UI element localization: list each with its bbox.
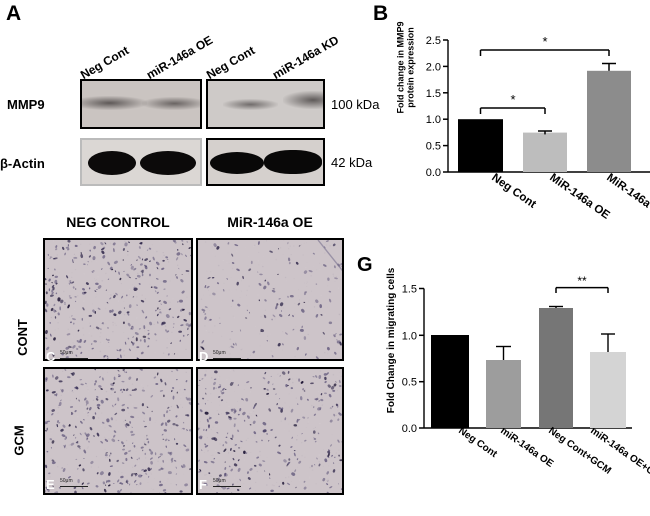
svg-text:**: ** xyxy=(577,274,587,288)
svg-text:Neg Cont: Neg Cont xyxy=(456,425,499,460)
svg-text:Neg Cont: Neg Cont xyxy=(489,172,538,211)
svg-text:1.0: 1.0 xyxy=(402,330,417,342)
svg-text:0.0: 0.0 xyxy=(402,423,417,435)
svg-text:1.5: 1.5 xyxy=(402,284,417,296)
svg-text:2.0: 2.0 xyxy=(426,61,441,73)
svg-text:MiR-146a OE: MiR-146a OE xyxy=(547,172,612,222)
svg-text:*: * xyxy=(510,92,515,107)
svg-text:0.5: 0.5 xyxy=(426,141,441,153)
svg-text:2.5: 2.5 xyxy=(426,35,441,47)
svg-text:MiR-146a KD: MiR-146a KD xyxy=(604,172,650,222)
svg-text:*: * xyxy=(542,34,547,49)
svg-text:1.0: 1.0 xyxy=(426,114,441,126)
svg-text:0.0: 0.0 xyxy=(426,167,441,179)
svg-text:1.5: 1.5 xyxy=(426,88,441,100)
svg-text:0.5: 0.5 xyxy=(402,377,417,389)
